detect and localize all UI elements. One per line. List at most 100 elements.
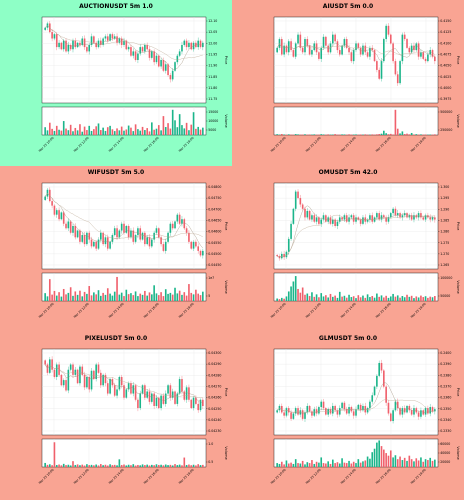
volume-bar	[109, 464, 111, 467]
chart-panel: GLMUSDT 5m 0.0 0.2400 0.2390 0.2380 0.2370 0.…	[232, 332, 464, 498]
candle-body	[362, 217, 364, 224]
candle-body	[167, 64, 169, 76]
volume-bar	[383, 449, 385, 467]
volume-bar	[146, 295, 148, 301]
candle-body	[322, 36, 325, 48]
volume-bar	[202, 291, 204, 301]
candle-body	[125, 40, 128, 50]
candle-body	[192, 241, 195, 249]
volume-bar	[355, 298, 357, 301]
candle-body	[144, 232, 146, 245]
price-tick-label: 11.95	[208, 53, 217, 57]
volume-bar	[153, 285, 155, 301]
candlestick-chart: GLMUSDT 5m 0.0 0.2400 0.2390 0.2380 0.2370 0.…	[270, 335, 460, 485]
candle-body	[345, 215, 348, 222]
candle-body	[343, 39, 346, 46]
candle-body	[95, 42, 97, 48]
volume-bar	[81, 464, 84, 467]
volume-bar	[93, 292, 95, 301]
candle-body	[389, 213, 392, 218]
volume-tick-label: 0.5	[208, 460, 213, 464]
candle-body	[104, 36, 107, 39]
volume-bar	[420, 457, 422, 467]
candle-body	[373, 386, 376, 396]
volume-bar	[199, 129, 202, 135]
candle-body	[76, 42, 79, 48]
volume-bar	[116, 465, 118, 467]
volume-bar	[79, 124, 81, 135]
time-tick-label: Mar 25 16:00	[143, 468, 160, 485]
candle-body	[160, 395, 162, 409]
candle-body	[144, 44, 146, 52]
candle-body	[58, 42, 60, 48]
volume-bar	[394, 296, 397, 301]
volume-bar	[72, 295, 74, 301]
volume-bar	[327, 297, 329, 301]
candle-body	[413, 408, 415, 415]
candle-body	[406, 39, 408, 48]
candle-body	[420, 213, 422, 218]
candle-body	[190, 399, 193, 409]
candle-body	[100, 372, 102, 386]
candle-body	[44, 196, 46, 200]
time-tick-label: Mar 25 16:00	[375, 468, 392, 485]
volume-bar	[318, 462, 320, 467]
candle-body	[76, 369, 79, 384]
moving-average-line	[277, 214, 435, 258]
volume-bar	[408, 296, 411, 301]
price-tick-label: 12.05	[208, 30, 217, 34]
candle-body	[97, 364, 100, 373]
volume-bar	[113, 464, 116, 467]
candle-body	[51, 201, 53, 206]
volume-bar	[304, 294, 306, 301]
volume-bar	[364, 134, 367, 135]
volume-bar	[285, 296, 288, 301]
candle-body	[178, 51, 181, 56]
volume-bar	[355, 463, 357, 467]
candle-body	[51, 32, 53, 39]
volume-bar	[192, 112, 195, 135]
candle-body	[301, 410, 304, 419]
candle-body	[285, 408, 288, 416]
candle-body	[294, 408, 297, 414]
volume-bar	[178, 114, 181, 135]
candle-body	[392, 410, 394, 422]
volume-bar	[171, 294, 174, 301]
volume-bar	[364, 460, 367, 467]
volume-bar	[139, 465, 142, 467]
volume-bar	[176, 465, 179, 467]
candle-body	[366, 52, 369, 57]
price-tick-label: 0.4000	[440, 86, 451, 90]
volume-bar	[183, 292, 186, 301]
volume-bar	[67, 292, 70, 301]
candle-body	[385, 386, 387, 403]
volume-bar	[72, 131, 74, 135]
candle-body	[406, 405, 408, 413]
candle-body	[153, 232, 155, 240]
volume-bar	[380, 295, 383, 301]
volume-bar	[341, 296, 343, 301]
volume-bar	[345, 297, 348, 301]
candle-body	[315, 43, 318, 53]
candle-body	[137, 228, 139, 236]
volume-bar	[46, 464, 49, 467]
price-tick-label: 0.4150	[440, 19, 451, 23]
candle-body	[123, 40, 125, 45]
volume-bar	[67, 130, 70, 135]
candle-body	[348, 407, 350, 414]
candle-body	[53, 205, 56, 215]
volume-bar	[429, 457, 432, 467]
volume-bar	[332, 296, 334, 301]
volume-bar	[294, 276, 297, 301]
volume-bar	[371, 452, 374, 467]
volume-bar	[153, 129, 155, 135]
candle-body	[86, 376, 88, 388]
candle-body	[134, 51, 137, 60]
candle-body	[394, 61, 397, 75]
volume-bar	[357, 459, 360, 467]
candle-body	[399, 61, 401, 84]
candle-body	[83, 374, 86, 388]
volume-bar	[389, 450, 392, 467]
candlestick-chart: AUCTIONUSDT 5m 1.0 12.10 12.05 12.00 11.95 11…	[38, 3, 228, 153]
volume-bar	[123, 130, 125, 135]
